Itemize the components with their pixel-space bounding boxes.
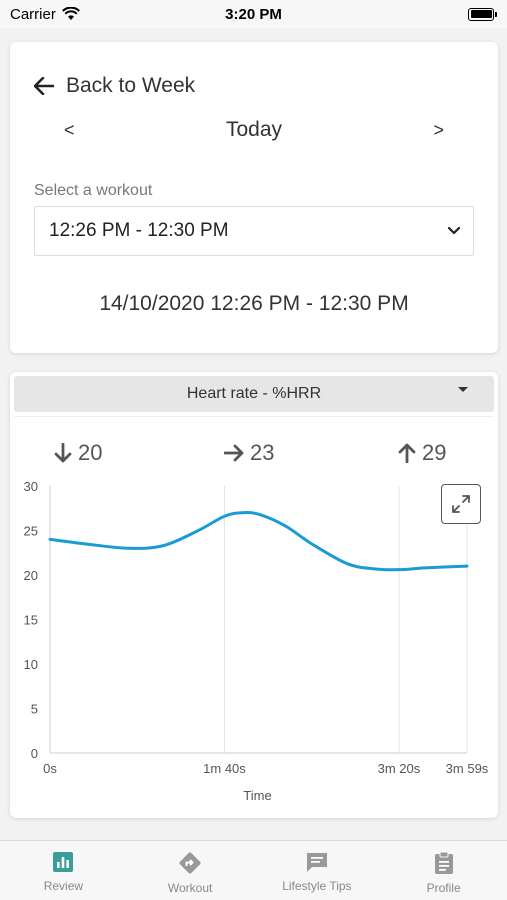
x-tick-label: 0s <box>43 761 57 776</box>
chart-icon <box>53 852 74 872</box>
x-axis-label: Time <box>243 788 271 803</box>
heart-rate-chart: 0 5 10 15 20 25 30 0s 1m 40s 3m 20s 3m 59s Time <box>24 479 489 803</box>
tab-review[interactable]: Review <box>0 841 127 900</box>
arrow-right-icon <box>224 444 244 462</box>
tab-workout[interactable]: Workout <box>127 841 254 900</box>
arrow-left-icon <box>34 77 54 95</box>
stat-avg-value: 23 <box>250 440 275 465</box>
clipboard-icon <box>434 851 453 874</box>
stat-max-value: 29 <box>422 440 447 465</box>
carrier-group: Carrier <box>10 6 80 23</box>
arrow-down-icon <box>54 443 72 463</box>
expand-icon <box>452 495 470 513</box>
x-tick-label: 3m 20s <box>378 761 421 776</box>
expand-chart-button[interactable] <box>441 484 481 524</box>
chart-card: Heart rate - %HRR 20 23 29 0 5 10 15 20 25 30 0… <box>10 372 498 818</box>
workout-datetime: 14/10/2020 12:26 PM - 12:30 PM <box>99 292 409 315</box>
back-to-week-button[interactable]: Back to Week <box>34 74 195 98</box>
y-tick-label: 10 <box>24 657 38 672</box>
y-tick-label: 0 <box>31 746 38 761</box>
stat-avg: 23 <box>224 440 274 466</box>
tab-label: Review <box>43 879 84 893</box>
previous-day-button[interactable]: < <box>64 120 75 140</box>
y-tick-label: 30 <box>24 479 38 494</box>
tab-lifestyle-tips[interactable]: Lifestyle Tips <box>254 841 381 900</box>
tab-bar: Review Workout Lifestyle Tips Profile <box>0 840 507 900</box>
stat-min: 20 <box>54 440 102 466</box>
carrier-label: Carrier <box>10 5 56 23</box>
stat-max: 29 <box>398 440 446 466</box>
series-line <box>48 511 469 572</box>
y-tick-label: 15 <box>24 613 38 628</box>
tab-profile[interactable]: Profile <box>380 841 507 900</box>
workout-select-label: Select a workout <box>34 182 153 199</box>
arrow-up-icon <box>398 443 416 463</box>
workout-select-value: 12:26 PM - 12:30 PM <box>49 220 229 241</box>
metric-select[interactable]: Heart rate - %HRR <box>14 376 494 412</box>
battery-icon <box>468 7 497 21</box>
workout-select[interactable]: 12:26 PM - 12:30 PM <box>34 206 474 256</box>
day-title: Today <box>225 118 283 141</box>
day-navigator: < Today > <box>10 118 498 148</box>
back-label: Back to Week <box>66 74 196 97</box>
tab-label: Lifestyle Tips <box>282 879 352 893</box>
next-day-button[interactable]: > <box>433 120 444 140</box>
tab-label: Profile <box>426 881 461 895</box>
x-tick-label: 1m 40s <box>203 761 246 776</box>
y-tick-label: 25 <box>24 524 38 539</box>
metric-select-value: Heart rate - %HRR <box>186 385 322 402</box>
y-tick-label: 5 <box>31 702 38 717</box>
stat-min-value: 20 <box>78 440 103 465</box>
directions-icon <box>179 852 201 874</box>
x-tick-label: 3m 59s <box>446 761 489 776</box>
y-tick-label: 20 <box>24 568 38 583</box>
workout-card: Back to Week < Today > Select a workout … <box>10 42 498 353</box>
message-icon <box>306 853 327 872</box>
tab-label: Workout <box>167 881 213 895</box>
wifi-icon <box>61 7 80 20</box>
divider <box>14 416 494 417</box>
status-bar: Carrier 3:20 PM <box>0 0 507 28</box>
chevron-down-icon <box>447 226 461 235</box>
caret-down-icon <box>458 387 468 392</box>
